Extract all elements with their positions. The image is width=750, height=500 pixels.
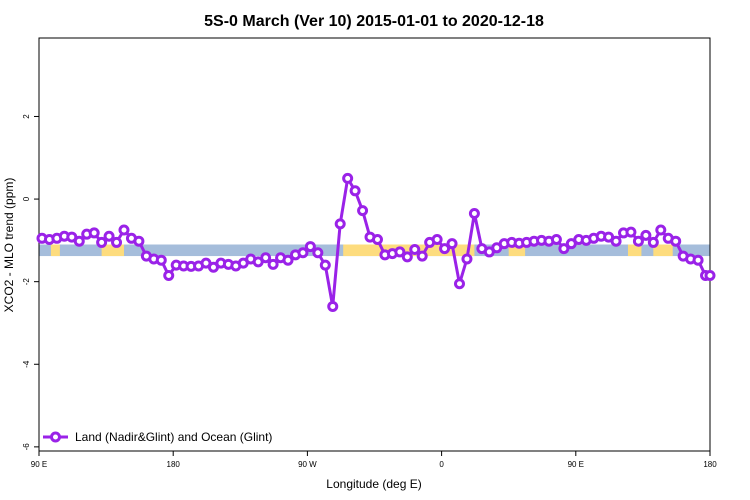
y-tick-label: -2 — [22, 278, 31, 286]
data-point — [610, 235, 622, 247]
data-point — [312, 247, 324, 259]
data-point — [558, 243, 570, 255]
data-point — [655, 224, 667, 236]
x-tick-label: 180 — [167, 460, 181, 469]
x-tick-label: 90 E — [568, 460, 584, 469]
data-point — [327, 300, 339, 312]
data-point — [704, 269, 716, 281]
data-point — [632, 235, 644, 247]
data-point — [334, 218, 346, 230]
legend-marker-swatch — [50, 431, 61, 443]
data-point — [304, 241, 316, 253]
data-point — [342, 172, 354, 184]
data-point — [409, 243, 421, 255]
data-point — [670, 235, 682, 247]
data-point — [155, 254, 167, 266]
data-point — [357, 205, 369, 217]
land-band-segment — [101, 244, 124, 257]
x-axis-label: Longitude (deg E) — [326, 477, 421, 491]
data-point — [118, 224, 130, 236]
y-axis: 2 0 -2 -4 -6 — [22, 114, 39, 451]
data-point — [468, 208, 480, 220]
data-point — [461, 253, 473, 265]
data-point — [111, 236, 123, 248]
data-point — [163, 269, 175, 281]
y-tick-label: -4 — [22, 360, 31, 368]
x-tick-label: 180 — [703, 460, 717, 469]
data-point — [260, 252, 272, 264]
legend-label: Land (Nadir&Glint) and Ocean (Glint) — [75, 430, 272, 444]
x-axis: 90 E 180 90 W 0 90 E 180 — [31, 451, 717, 469]
y-tick-label: 2 — [22, 114, 31, 119]
chart-title: 5S-0 March (Ver 10) 2015-01-01 to 2020-1… — [204, 13, 544, 30]
data-point — [133, 235, 145, 247]
series-layer — [36, 172, 716, 312]
data-point — [96, 236, 108, 248]
land-band-segment — [653, 244, 673, 257]
data-point — [319, 259, 331, 271]
land-band-segment — [627, 244, 642, 257]
data-point — [431, 234, 443, 246]
x-tick-label: 90 W — [298, 460, 317, 469]
y-axis-label: XCO2 - MLO trend (ppm) — [2, 178, 16, 313]
land-band-segment — [508, 244, 526, 257]
data-point — [416, 250, 428, 262]
data-point — [692, 254, 704, 266]
data-point — [647, 236, 659, 248]
data-point — [88, 227, 100, 239]
y-tick-label: -6 — [22, 443, 31, 451]
x-tick-label: 90 E — [31, 460, 47, 469]
data-point — [103, 230, 115, 242]
legend: Land (Nadir&Glint) and Ocean (Glint) — [43, 430, 272, 444]
data-point — [394, 246, 406, 258]
data-point — [439, 243, 451, 255]
data-point — [550, 234, 562, 246]
background-band — [39, 244, 710, 257]
data-point — [625, 226, 637, 238]
data-point — [73, 235, 85, 247]
land-band-segment — [50, 244, 60, 257]
data-point — [282, 254, 294, 266]
data-point — [446, 238, 458, 250]
land-band-segment — [343, 244, 475, 257]
data-point — [297, 247, 309, 259]
data-point — [401, 251, 413, 263]
x-tick-label: 0 — [439, 460, 444, 469]
data-point — [371, 234, 383, 246]
data-point — [349, 185, 361, 197]
data-point — [640, 229, 652, 241]
plot-frame — [38, 37, 711, 452]
data-point — [267, 258, 279, 270]
y-tick-label: 0 — [22, 196, 31, 201]
data-point — [453, 278, 465, 290]
